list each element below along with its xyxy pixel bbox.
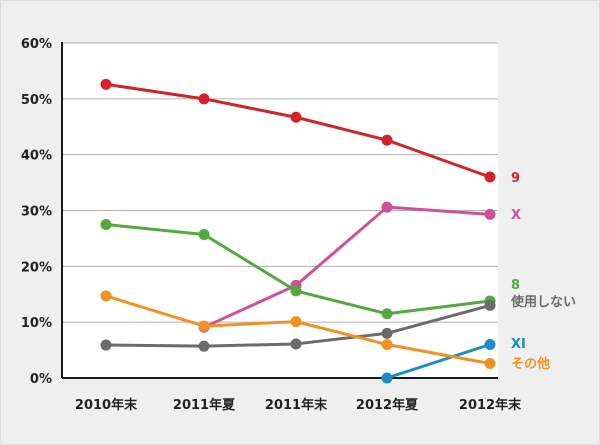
data-point	[484, 171, 496, 183]
data-point	[381, 201, 393, 213]
y-tick-label: 30%	[21, 205, 52, 220]
data-point	[381, 134, 393, 146]
series-label: X	[511, 208, 521, 223]
data-point	[198, 320, 210, 332]
data-point	[290, 316, 302, 328]
data-point	[100, 218, 112, 230]
series-line	[386, 343, 491, 380]
data-point	[198, 340, 210, 352]
series-label: その他	[511, 356, 550, 372]
data-point	[484, 208, 496, 220]
y-tick-label: 20%	[21, 260, 52, 275]
x-tick-label: 2011年夏	[173, 397, 236, 413]
series-label: XI	[511, 337, 526, 352]
data-point	[198, 229, 210, 241]
y-tick-label: 40%	[21, 149, 52, 164]
data-point	[484, 357, 496, 369]
y-tick-label: 60%	[21, 37, 52, 52]
x-tick-label: 2012年夏	[356, 397, 419, 413]
data-point	[100, 78, 112, 90]
series-line	[203, 205, 491, 329]
y-tick-label: 10%	[21, 316, 52, 331]
series-label: 9	[511, 171, 520, 186]
y-tick-label: 0%	[30, 372, 52, 387]
y-tick-label: 50%	[21, 93, 52, 108]
data-point	[290, 338, 302, 350]
x-tick-label: 2010年末	[75, 397, 138, 413]
data-point	[100, 290, 112, 302]
series-label: 使用しない	[510, 294, 576, 310]
data-point	[381, 308, 393, 320]
data-point	[381, 339, 393, 350]
data-point	[484, 339, 496, 350]
data-point	[381, 372, 393, 384]
x-tick-label: 2011年末	[265, 397, 328, 413]
data-point	[290, 285, 302, 297]
data-point	[100, 339, 112, 351]
data-point	[198, 93, 210, 105]
series-label: 8	[511, 278, 520, 293]
data-point	[381, 327, 393, 339]
data-point	[484, 299, 496, 311]
x-tick-label: 2012年末	[459, 397, 522, 413]
data-point	[290, 111, 302, 123]
